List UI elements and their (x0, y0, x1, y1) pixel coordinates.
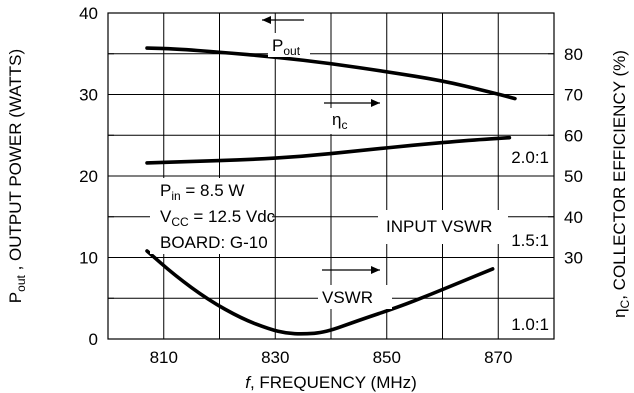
vswr-label-mask (318, 285, 392, 309)
pout-label-mask (268, 33, 310, 57)
arrows (262, 16, 380, 274)
vswr-2-mask (500, 145, 552, 169)
efficiency-series-label: ηc (332, 110, 347, 132)
text-masks (150, 33, 552, 336)
y-right-tick-label: 30 (564, 249, 583, 268)
vswr-scale-label: 2.0:1 (511, 148, 549, 167)
vswr-arrow-head (371, 266, 380, 274)
board-annotation: BOARD: G-10 (160, 233, 268, 252)
vswr-series-label: VSWR (322, 288, 373, 307)
y-left-tick-label: 20 (79, 167, 98, 186)
y-left-tick-label: 40 (79, 4, 98, 23)
y-right-axis-title: ηC, COLLECTOR EFFICIENCY (%) (610, 50, 632, 318)
vswr-scale-label: 1.5:1 (511, 231, 549, 250)
efficiency-curve (145, 135, 512, 165)
grid (107, 12, 555, 340)
y-right-tick-label: 60 (564, 126, 583, 145)
y-right-tick-label: 40 (564, 208, 583, 227)
pout-series-label: Pout (272, 36, 301, 58)
eta-arrow-head (371, 99, 380, 107)
vswr-10-mask (500, 312, 552, 336)
y-left-axis-title: Pout , OUTPUT POWER (WATTS) (6, 49, 28, 303)
curves (145, 46, 517, 336)
info-block-mask (150, 178, 272, 254)
x-tick-label: 810 (150, 348, 178, 367)
x-axis-title: f, FREQUENCY (MHz) (245, 373, 417, 392)
vswr-scale-label: 1.0:1 (511, 315, 549, 334)
x-tick-label: 830 (261, 348, 289, 367)
y-right-tick-label: 70 (564, 86, 583, 105)
pout-curve (145, 46, 517, 101)
eta-label-mask (326, 108, 362, 134)
y-left-tick-label: 0 (89, 330, 98, 349)
y-left-tick-label: 10 (79, 249, 98, 268)
y-left-tick-label: 30 (79, 86, 98, 105)
input-vswr-mask (378, 210, 508, 244)
x-tick-label: 870 (484, 348, 512, 367)
y-right-tick-label: 80 (564, 45, 583, 64)
vswr-15-mask (500, 228, 552, 252)
y-right-tick-label: 50 (564, 167, 583, 186)
vswr-curve (145, 249, 495, 336)
labels: 810 830 850 870 0 10 20 30 40 30 40 50 60 70 80 f, FREQ… (6, 4, 632, 392)
pout-arrow-head (262, 16, 271, 24)
input-vswr-annotation: INPUT VSWR (386, 217, 492, 236)
vcc-annotation: VCC = 12.5 Vdc (160, 207, 276, 229)
x-tick-label: 850 (373, 348, 401, 367)
pin-annotation: Pin = 8.5 W (160, 181, 244, 203)
